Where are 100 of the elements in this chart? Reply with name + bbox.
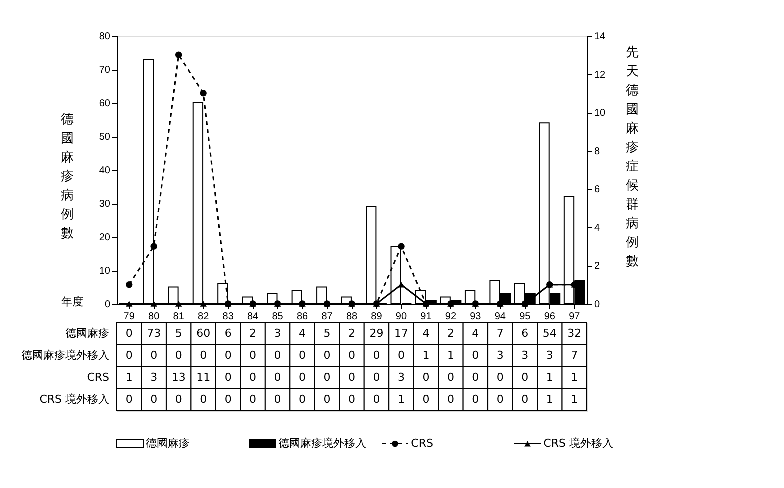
y-tick-label: 60 <box>99 98 111 110</box>
x-tick-label: 93 <box>470 312 482 322</box>
text: 德國麻疹境外移入 <box>22 349 110 362</box>
y-tick-label: 40 <box>99 166 111 176</box>
data-label: 6 <box>224 327 232 340</box>
data-label: 0 <box>175 349 182 362</box>
data-label: 0 <box>274 393 282 406</box>
x-tick-label: 79 <box>124 312 136 322</box>
data-label: 0 <box>200 393 208 406</box>
y2-tick-label: 14 <box>594 32 606 42</box>
x-tick-label: 84 <box>247 312 260 322</box>
data-label: 0 <box>324 371 331 384</box>
data-label: 0 <box>200 349 208 362</box>
data-label: 4 <box>422 327 430 340</box>
data-label: 0 <box>274 371 282 384</box>
legend-label: 德國麻疹境外移入 <box>278 437 367 450</box>
y-tick-label: 0 <box>104 300 111 310</box>
data-label: 5 <box>324 327 331 340</box>
data-label: 0 <box>150 393 158 406</box>
data-label: 1 <box>546 393 554 406</box>
x-tick-label: 86 <box>296 312 309 322</box>
data-label: 0 <box>250 371 257 384</box>
data-label: 0 <box>373 349 380 362</box>
legend-label: CRS <box>411 437 434 450</box>
data-label: 0 <box>472 371 480 384</box>
y-tick-label: 20 <box>99 232 111 244</box>
data-label: 1 <box>571 371 578 384</box>
x-tick-label: 97 <box>569 312 581 322</box>
data-label: 11 <box>196 371 211 384</box>
data-label: 0 <box>348 371 356 384</box>
data-label: 0 <box>126 327 133 340</box>
x-tick-label: 87 <box>322 312 334 322</box>
x-tick-label: 95 <box>520 312 532 322</box>
data-label: 0 <box>126 349 133 362</box>
data-label: 0 <box>224 349 232 362</box>
data-label: 0 <box>299 393 306 406</box>
data-label: 0 <box>472 349 480 362</box>
data-label: 5 <box>175 327 182 340</box>
data-label: 0 <box>373 393 380 406</box>
y-tick-label: 70 <box>99 65 111 76</box>
data-label: 0 <box>422 371 430 384</box>
y-axis-title: 德國麻疹病例數 <box>61 112 74 242</box>
data-label: 60 <box>196 327 211 340</box>
data-label: 3 <box>274 327 282 340</box>
data-label: 1 <box>398 393 405 406</box>
data-label: 0 <box>496 393 504 406</box>
data-label: 32 <box>568 327 582 340</box>
data-label: 2 <box>447 327 454 340</box>
data-label: 0 <box>472 393 480 406</box>
y-tick-label: 80 <box>99 32 111 42</box>
data-label: 73 <box>147 327 162 340</box>
data-label: 3 <box>546 349 554 362</box>
y2-tick-label: 4 <box>594 222 600 234</box>
data-label: 1 <box>571 393 578 406</box>
data-label: 0 <box>224 393 232 406</box>
x-tick-label: 89 <box>371 312 383 322</box>
data-label: 7 <box>496 327 504 340</box>
data-label: 0 <box>398 349 405 362</box>
data-label: 4 <box>299 327 306 340</box>
data-label: 3 <box>522 349 529 362</box>
text: CRS <box>87 371 110 384</box>
data-label: 0 <box>224 371 232 384</box>
data-label: 17 <box>394 327 408 340</box>
data-label: 0 <box>175 393 182 406</box>
y2-tick-label: 0 <box>594 300 600 310</box>
data-label: 2 <box>348 327 356 340</box>
x-tick-label: 91 <box>420 312 432 322</box>
data-label: 0 <box>348 393 356 406</box>
y2-tick-label: 10 <box>594 108 606 120</box>
text: 先天德國麻疹症候群病例數 <box>626 46 639 270</box>
data-label: 0 <box>348 349 356 362</box>
data-label: 0 <box>373 371 380 384</box>
data-label: 0 <box>250 393 257 406</box>
data-label: 3 <box>150 371 158 384</box>
legend-label: CRS 境外移入 <box>544 437 614 450</box>
data-label: 0 <box>126 393 133 406</box>
data-label: 0 <box>522 393 529 406</box>
x-tick-label: 81 <box>173 312 185 322</box>
data-label: 0 <box>447 393 454 406</box>
data-label: 0 <box>299 349 306 362</box>
y-tick-label: 30 <box>99 199 111 210</box>
data-label: 0 <box>299 371 306 384</box>
y-tick-label: 50 <box>99 132 111 143</box>
data-label: 0 <box>422 393 430 406</box>
y2-tick-label: 2 <box>594 261 600 272</box>
data-label: 13 <box>172 371 186 384</box>
data-label: 6 <box>522 327 529 340</box>
x-tick-label: 80 <box>148 312 160 322</box>
x-tick-label: 83 <box>222 312 234 322</box>
data-label: 1 <box>422 349 430 362</box>
x-tick-label: 88 <box>346 312 358 322</box>
data-label: 0 <box>150 349 158 362</box>
legend-label: 德國麻疹 <box>146 437 190 450</box>
x-tick-label: 85 <box>272 312 284 322</box>
data-label: 1 <box>126 371 133 384</box>
x-tick-label: 90 <box>396 312 408 322</box>
data-label: 3 <box>496 349 504 362</box>
data-label: 0 <box>274 349 282 362</box>
data-label: 1 <box>447 349 454 362</box>
y2-tick-label: 8 <box>594 146 600 158</box>
